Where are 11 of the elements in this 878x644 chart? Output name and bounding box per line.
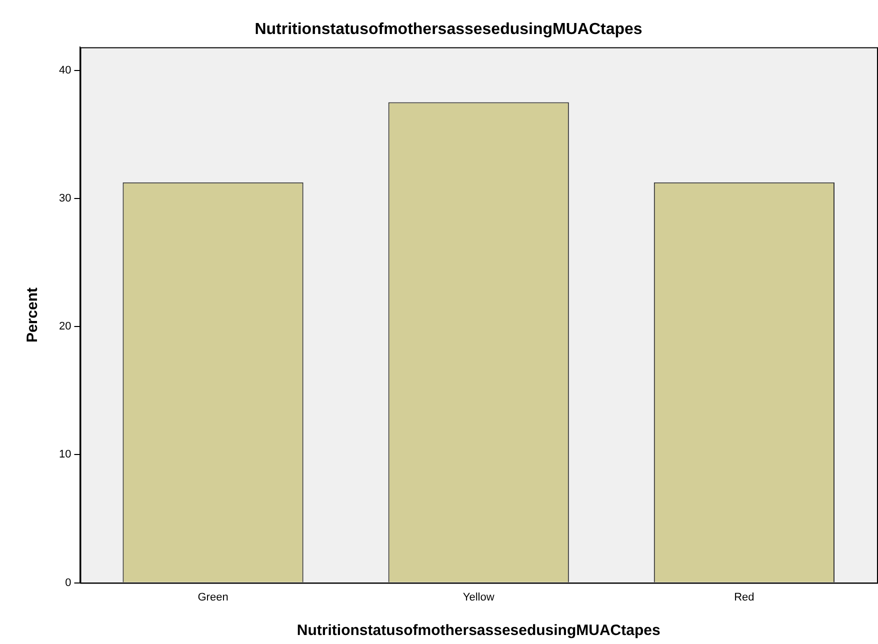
y-tick-label: 10 <box>58 448 72 461</box>
chart-title: NutritionstatusofmothersassesedusingMUACtapes <box>254 21 642 38</box>
y-tick-label: 20 <box>58 320 72 333</box>
y-tick-label: 40 <box>58 64 72 76</box>
y-tick-label: 30 <box>58 192 72 204</box>
x-tick-label: Red <box>734 591 754 604</box>
y-axis-title: Percent <box>24 287 42 343</box>
x-tick-label: Yellow <box>462 591 494 604</box>
y-tick-label: 0 <box>65 576 72 589</box>
x-axis-title: NutritionstatusofmothersassesedusingMUACtapes <box>296 622 660 640</box>
x-tick-label: Green <box>198 591 228 604</box>
